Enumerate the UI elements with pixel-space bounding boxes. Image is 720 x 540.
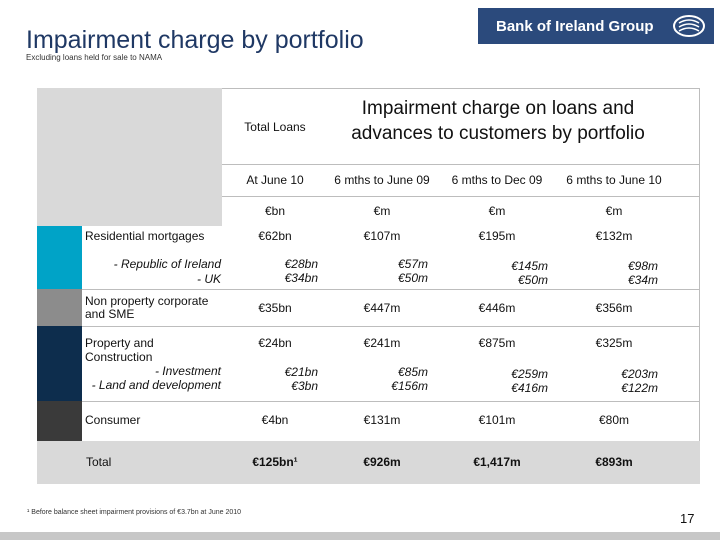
period-header: 6 mths to Dec 09 — [451, 173, 543, 187]
rule — [82, 289, 700, 290]
rule — [82, 326, 700, 327]
sub-value: €85m — [397, 365, 428, 379]
row-sub-label: - Investment — [154, 364, 221, 378]
value: €325m — [595, 336, 633, 350]
unit-header: €bn — [264, 204, 286, 218]
column-header: Total Loans — [244, 120, 306, 134]
row-sub-label: - UK — [197, 272, 221, 286]
value: €62bn — [258, 229, 292, 243]
sub-value: €98m — [627, 259, 658, 273]
logo-text: Bank of Ireland Group — [496, 18, 654, 35]
row-sub-label: - Land and development — [91, 378, 221, 392]
value: €107m — [363, 229, 401, 243]
value: €80m — [598, 413, 630, 427]
value: €446m — [478, 301, 516, 315]
row-label: and SME — [85, 307, 135, 321]
sub-value: €259m — [511, 367, 548, 381]
title: Impairment charge by portfolio — [26, 26, 364, 54]
sub-value: €34bn — [284, 271, 318, 285]
total-value: €926m — [363, 455, 401, 469]
sub-value: €28bn — [284, 257, 318, 271]
value: €132m — [595, 229, 633, 243]
bar-non-property — [37, 289, 82, 326]
sub-value: €50m — [517, 273, 548, 287]
sub-value: €416m — [511, 381, 548, 395]
total-value: €1,417m — [473, 455, 521, 469]
period-header: 6 mths to June 10 — [566, 173, 662, 187]
period-header: 6 mths to June 09 — [334, 173, 430, 187]
value: €24bn — [258, 336, 292, 350]
value: €195m — [478, 229, 516, 243]
sub-value: €156m — [391, 379, 428, 393]
logo-box: Bank of Ireland Group — [478, 8, 714, 44]
bar-consumer — [37, 401, 82, 441]
value: €4bn — [261, 413, 289, 427]
row-label: Consumer — [85, 413, 141, 427]
value: €131m — [363, 413, 401, 427]
unit-header: €m — [605, 204, 623, 218]
rule — [222, 196, 700, 197]
sub-value: €122m — [621, 381, 658, 395]
sub-value: €50m — [397, 271, 428, 285]
footnote: ¹ Before balance sheet impairment provis… — [27, 509, 242, 516]
unit-header: €m — [488, 204, 506, 218]
value: €875m — [478, 336, 516, 350]
sub-value: €57m — [397, 257, 428, 271]
row-label: Property and — [85, 336, 154, 350]
sub-value: €145m — [511, 259, 548, 273]
total-value: €893m — [595, 455, 633, 469]
total-row-bg — [37, 441, 700, 484]
unit-header: €m — [373, 204, 391, 218]
sub-value: €3bn — [291, 379, 318, 393]
row-label: Residential mortgages — [85, 229, 205, 243]
value: €35bn — [258, 301, 292, 315]
column-header: Impairment charge on loans and advances … — [351, 98, 645, 144]
total-value: €125bn¹ — [252, 455, 298, 469]
sub-value: €203m — [621, 367, 658, 381]
subtitle: Excluding loans held for sale to NAMA — [26, 53, 163, 62]
row-label: Total — [86, 455, 112, 469]
page-number: 17 — [680, 511, 695, 526]
logo-icon — [673, 15, 705, 37]
period-header: At June 10 — [246, 173, 304, 187]
sub-value: €21bn — [284, 365, 318, 379]
bar-residential — [37, 226, 82, 289]
row-sub-label: - Republic of Ireland — [113, 257, 221, 271]
rule — [222, 164, 700, 165]
value: €101m — [478, 413, 516, 427]
footer-band — [0, 532, 720, 540]
bar-property — [37, 326, 82, 401]
row-label: Construction — [85, 350, 153, 364]
value: €241m — [363, 336, 401, 350]
corner-cell — [37, 88, 222, 226]
value: €447m — [363, 301, 401, 315]
sub-value: €34m — [627, 273, 658, 287]
row-label: Non property corporate — [85, 294, 209, 308]
rule — [82, 401, 700, 402]
value: €356m — [595, 301, 633, 315]
